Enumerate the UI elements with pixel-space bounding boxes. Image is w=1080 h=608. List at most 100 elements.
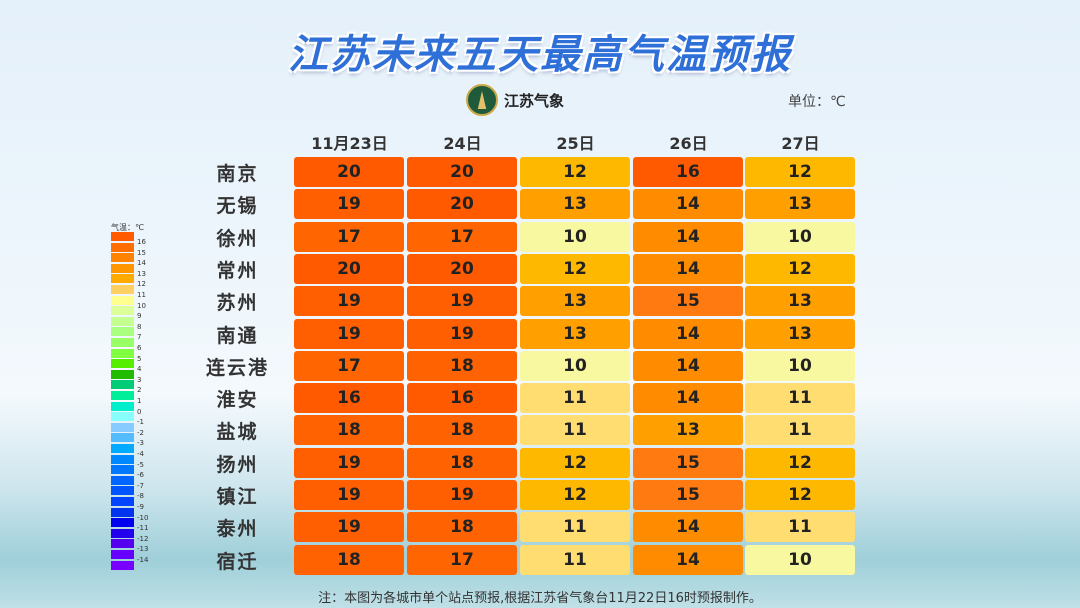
logo: 江苏气象 (466, 84, 564, 116)
temperature-cell: 14 (633, 253, 743, 284)
seal-icon (466, 84, 498, 116)
footnote: 注：本图为各城市单个站点预报,根据江苏省气象台11月22日16时预报制作。 (318, 591, 762, 606)
temperature-cell: 17 (407, 544, 517, 575)
legend-label: 11 (137, 291, 146, 299)
legend-swatch (111, 444, 134, 453)
temperature-cell: 18 (407, 512, 517, 543)
legend-swatch (111, 454, 134, 464)
legend-swatch (111, 338, 134, 347)
temperature-cell: 19 (407, 318, 517, 349)
row-label-city: 镇江 (216, 486, 259, 508)
temperature-cell: 12 (745, 480, 855, 510)
temperature-cell: 14 (633, 221, 743, 252)
temperature-cell: 19 (294, 447, 404, 478)
temperature-cell: 17 (407, 221, 517, 252)
legend-label: 4 (137, 365, 142, 374)
temperature-cell: 14 (633, 544, 743, 575)
legend-label: 13 (137, 269, 146, 278)
legend-label: 9 (137, 312, 142, 321)
temperature-cell: 14 (633, 383, 743, 414)
temperature-cell: 14 (633, 512, 743, 543)
legend-label: -4 (137, 450, 144, 458)
temperature-cell: 19 (294, 512, 404, 543)
column-header: 24日 (443, 134, 482, 153)
temperature-cell: 11 (520, 415, 630, 446)
legend-label: 10 (137, 301, 146, 310)
legend-label: -12 (137, 534, 149, 543)
temperature-cell: 20 (407, 253, 517, 284)
legend-swatch (111, 401, 134, 411)
legend-label: 5 (137, 354, 142, 363)
temperature-cell: 20 (407, 157, 517, 187)
temperature-cell: 11 (520, 544, 630, 575)
unit-label: 单位：℃ (788, 94, 846, 110)
legend-swatch (111, 465, 134, 475)
legend-label: 14 (137, 259, 146, 268)
row-label-city: 连云港 (205, 356, 269, 379)
temperature-cell: 12 (520, 157, 630, 187)
temperature-cell: 13 (745, 189, 855, 220)
legend-label: -9 (137, 503, 144, 511)
row-label-city: 徐州 (216, 227, 259, 250)
legend-swatch (111, 507, 134, 517)
temperature-cell: 18 (407, 447, 517, 478)
legend-swatch (111, 560, 134, 570)
temperature-cell: 14 (633, 189, 743, 220)
legend-swatch (111, 528, 134, 538)
legend-label: 7 (137, 333, 142, 342)
temperature-cell: 15 (633, 447, 743, 478)
legend-label: 6 (137, 344, 142, 352)
column-header: 11月23日 (311, 134, 388, 153)
temperature-cell: 18 (407, 350, 517, 381)
legend-swatch (111, 316, 134, 326)
temperature-cell: 19 (294, 480, 404, 510)
logo-text: 江苏气象 (504, 91, 565, 110)
legend-label: 8 (137, 322, 142, 331)
legend-label: 15 (137, 248, 146, 257)
column-header: 25日 (556, 134, 595, 153)
legend-swatch (111, 539, 134, 549)
legend-swatch (111, 232, 134, 241)
legend-swatch (111, 475, 134, 485)
row-label-city: 南京 (216, 163, 259, 185)
temperature-cell: 14 (633, 318, 743, 349)
temperature-cell: 15 (633, 480, 743, 510)
temperature-cell: 18 (294, 415, 404, 446)
row-label-city: 宿迁 (216, 550, 259, 573)
temperature-cell: 13 (633, 415, 743, 446)
temperature-cell: 17 (294, 221, 404, 252)
legend-label: -6 (137, 471, 144, 480)
temperature-cell: 11 (745, 383, 855, 414)
column-header: 26日 (669, 134, 708, 153)
row-label-city: 泰州 (216, 518, 259, 541)
legend-swatch (111, 242, 134, 252)
temperature-cell: 10 (745, 544, 855, 575)
temperature-cell: 13 (520, 318, 630, 349)
row-label-city: 扬州 (216, 453, 259, 476)
row-label-city: 盐城 (216, 421, 259, 444)
temperature-cell: 11 (745, 415, 855, 446)
legend-title: 气温：℃ (111, 223, 144, 232)
legend-swatch (111, 274, 134, 284)
legend-swatch (111, 550, 134, 559)
temperature-cell: 10 (745, 221, 855, 252)
temperature-cell: 19 (407, 480, 517, 510)
temperature-cell: 12 (520, 253, 630, 284)
legend-label: 16 (137, 238, 146, 246)
legend-label: -1 (137, 418, 144, 427)
row-label-city: 苏州 (216, 292, 259, 315)
legend-swatch (111, 380, 134, 390)
legend-label: -5 (137, 460, 144, 469)
row-label-city: 常州 (216, 259, 259, 282)
temperature-cell: 16 (294, 383, 404, 414)
legend-label: 1 (137, 397, 142, 405)
row-label-city: 南通 (216, 324, 259, 347)
legend-swatch (111, 263, 134, 273)
temperature-cell: 20 (294, 157, 404, 187)
legend-label: -8 (137, 492, 144, 501)
legend-label: 3 (137, 375, 142, 384)
temperature-cell: 16 (407, 383, 517, 414)
temperature-cell: 12 (745, 447, 855, 478)
temperature-cell: 11 (520, 512, 630, 543)
legend-swatch (111, 369, 134, 379)
